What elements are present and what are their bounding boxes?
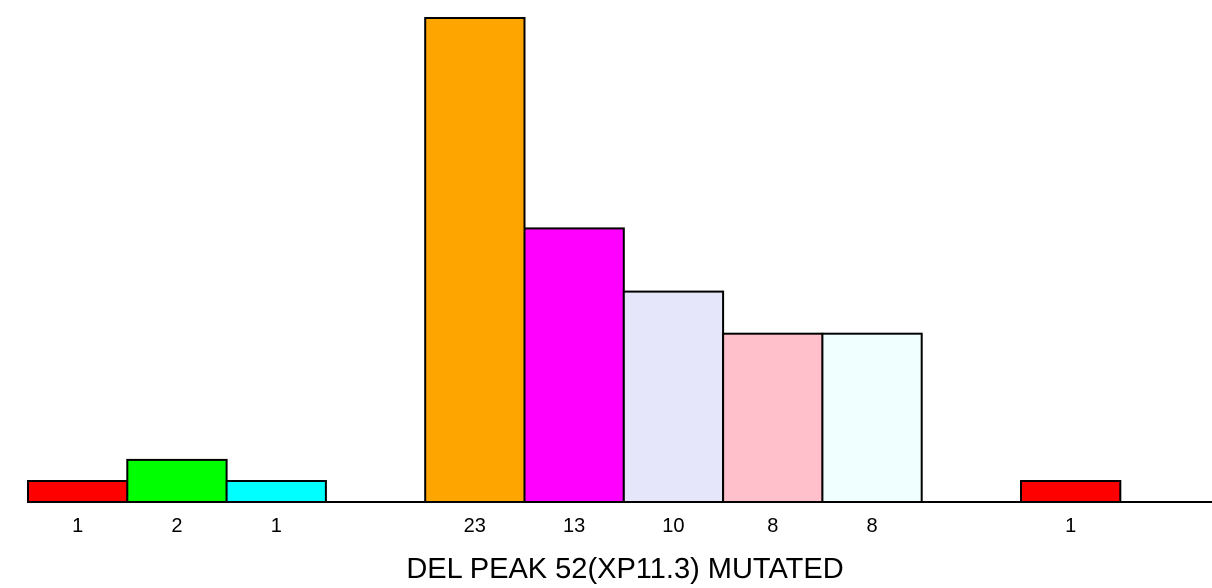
bar <box>225 480 327 503</box>
bar <box>622 290 725 503</box>
bar <box>1020 480 1122 503</box>
bar-value-label: 1 <box>271 515 282 537</box>
value-labels-group: 1 2 1 23 13 10 8 8 1 <box>72 515 1076 537</box>
bar-value-label: 2 <box>171 515 182 537</box>
x-axis-label: DEL PEAK 52(XP11.3) MUTATED <box>406 553 843 585</box>
bars-group <box>27 17 1122 504</box>
bar-value-label: 1 <box>72 515 83 537</box>
bar <box>126 458 228 503</box>
bar-value-label: 8 <box>866 515 877 537</box>
bar-value-label: 10 <box>662 515 684 537</box>
bar <box>523 227 625 503</box>
bar-value-label: 8 <box>767 515 778 537</box>
bar <box>424 17 526 503</box>
bar <box>27 480 129 503</box>
bar-value-label: 23 <box>464 515 486 537</box>
bar-value-label: 1 <box>1065 515 1076 537</box>
bar <box>722 332 824 504</box>
bar-value-label: 13 <box>563 515 585 537</box>
bar <box>821 332 923 504</box>
